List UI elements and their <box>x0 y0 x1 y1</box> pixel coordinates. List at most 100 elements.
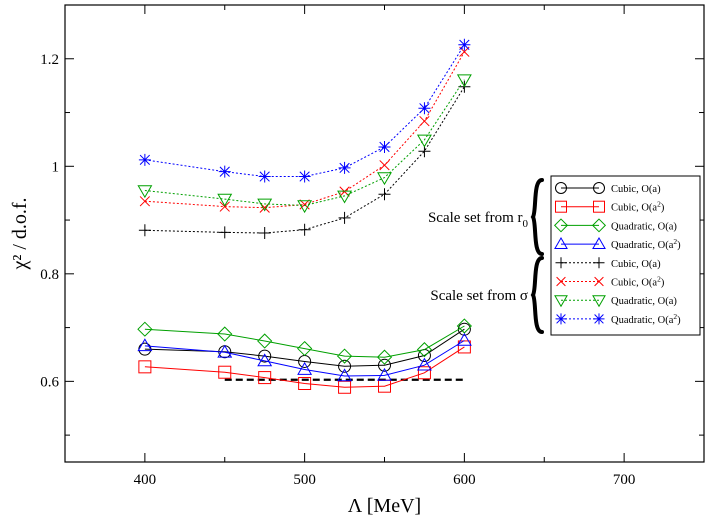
legend-label: Quadratic, O(a) <box>611 221 677 232</box>
legend-marker <box>555 200 567 213</box>
legend-label: Quadratic, O(a2) <box>611 237 681 251</box>
data-point <box>217 326 233 342</box>
data-point <box>218 226 231 239</box>
y-tick-label: 1 <box>52 159 60 175</box>
legend-marker <box>593 257 605 269</box>
data-point <box>458 38 471 51</box>
legend-marker <box>553 218 569 233</box>
legend-label: Quadratic, O(a) <box>611 296 677 307</box>
data-point <box>258 371 272 385</box>
legend-label: Cubic, O(a) <box>611 259 661 270</box>
series-line <box>144 51 465 209</box>
data-point <box>298 377 312 391</box>
y-tick-label: 1.2 <box>40 52 59 68</box>
data-point <box>456 318 472 334</box>
data-point <box>137 338 153 352</box>
data-point <box>337 190 353 204</box>
series-0 <box>138 322 471 373</box>
data-point <box>258 226 271 239</box>
group-label-r0: Scale set from r0 <box>428 210 529 230</box>
legend-marker <box>591 218 607 233</box>
legend-entry: Quadratic, O(a) <box>554 295 677 308</box>
series-6 <box>137 74 472 214</box>
data-point <box>137 185 153 199</box>
legend-entry: Quadratic, O(a) <box>553 218 677 233</box>
series-line <box>144 325 465 358</box>
data-point <box>416 134 432 148</box>
legend-entry: Quadratic, O(a2) <box>554 237 681 251</box>
series-5 <box>139 46 470 213</box>
data-point <box>418 102 431 115</box>
legend-label: Quadratic, O(a2) <box>611 312 681 326</box>
data-point <box>297 200 313 214</box>
data-point <box>138 153 151 166</box>
x-tick-label: 700 <box>613 472 636 488</box>
legend-box <box>550 175 701 336</box>
data-point <box>337 368 353 382</box>
y-tick-label: 0.8 <box>40 267 59 283</box>
legend-marker <box>554 295 568 308</box>
series-line <box>144 86 465 234</box>
legend-entry: Cubic, O(a2) <box>555 200 665 214</box>
data-point <box>258 170 271 183</box>
data-point <box>456 74 472 88</box>
legend-label: Cubic, O(a) <box>611 184 661 195</box>
data-point <box>138 360 152 374</box>
data-point <box>338 359 352 373</box>
legend-entry: Cubic, O(a) <box>555 257 661 270</box>
data-point <box>456 332 472 346</box>
data-point <box>257 198 273 212</box>
data-point <box>217 344 233 358</box>
legend-entry: Quadratic, O(a2) <box>555 312 681 326</box>
data-point <box>416 342 433 358</box>
legend-marker <box>593 182 605 194</box>
legend-marker <box>592 295 606 308</box>
data-point <box>376 349 393 365</box>
data-point <box>257 353 273 367</box>
data-point <box>378 188 391 201</box>
legend-label: Cubic, O(a2) <box>611 200 665 214</box>
data-point <box>218 165 231 178</box>
data-point <box>137 321 153 337</box>
x-tick-label: 500 <box>293 472 316 488</box>
legend-label: Cubic, O(a2) <box>611 275 665 289</box>
y-axis-label: χ² / d.o.f. <box>9 197 31 270</box>
data-point <box>218 365 232 379</box>
data-point <box>377 172 392 186</box>
data-point <box>298 223 311 236</box>
data-point <box>297 361 313 375</box>
data-point <box>417 366 431 380</box>
data-point <box>338 161 351 174</box>
legend-marker <box>555 257 567 269</box>
data-point <box>258 349 272 363</box>
series-line <box>144 79 465 207</box>
series-3 <box>137 332 472 382</box>
data-point <box>377 367 392 381</box>
group-brace-r0 <box>530 178 544 256</box>
legend-entry: Cubic, O(a2) <box>556 275 665 289</box>
data-point <box>338 211 351 224</box>
legend-marker <box>555 313 567 325</box>
series-line <box>144 340 465 377</box>
y-tick-label: 0.6 <box>40 374 59 390</box>
x-axis-label: Λ [MeV] <box>348 495 421 517</box>
series-7 <box>138 38 471 183</box>
data-point <box>138 224 151 237</box>
data-point <box>336 348 353 364</box>
data-point <box>416 357 432 371</box>
group-label-sigma: Scale set from σ <box>430 288 528 304</box>
legend-marker <box>556 276 566 287</box>
data-point <box>419 115 430 127</box>
data-point <box>379 160 390 171</box>
group-brace-sigma <box>530 256 544 334</box>
data-point <box>378 358 391 372</box>
series-line <box>144 328 465 367</box>
data-point <box>298 170 311 183</box>
series-2 <box>137 318 472 365</box>
series-line <box>144 44 465 177</box>
legend-marker <box>592 237 606 249</box>
data-point <box>139 196 151 207</box>
legend-marker <box>554 237 568 249</box>
legend-marker <box>555 182 567 194</box>
